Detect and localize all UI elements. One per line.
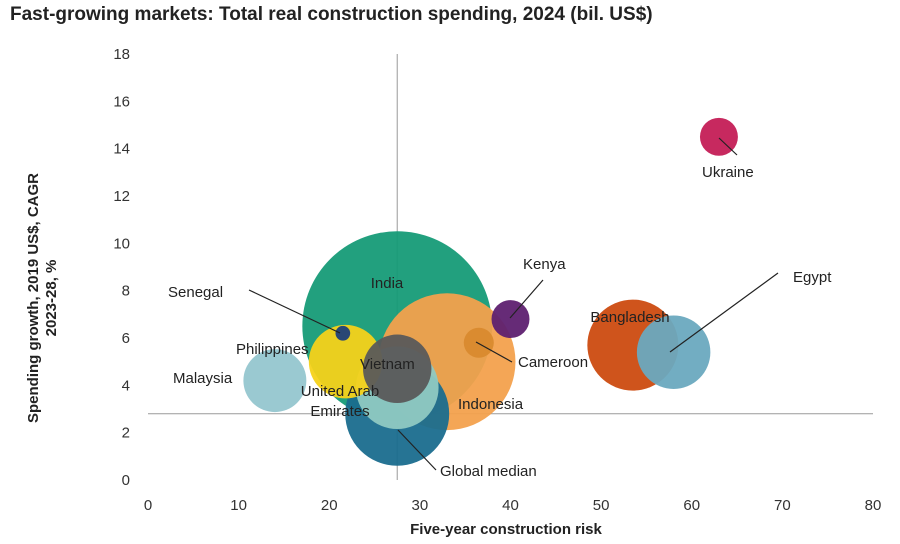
bubble-malaysia — [243, 349, 307, 413]
x-tick-label: 0 — [144, 497, 152, 514]
x-tick-label: 30 — [412, 497, 429, 514]
x-tick-label: 60 — [683, 497, 700, 514]
leader-line-kenya — [509, 279, 544, 319]
x-tick-label: 50 — [593, 497, 610, 514]
y-tick-label: 16 — [113, 93, 130, 110]
label-bangladesh: Bangladesh — [590, 309, 669, 326]
bubble-cameroon — [463, 327, 494, 358]
y-axis-title-line1: Spending growth, 2019 US$, CAGR — [25, 173, 42, 423]
y-tick-label: 6 — [122, 330, 130, 347]
label-senegal: Senegal — [168, 284, 223, 301]
x-tick-label: 80 — [865, 497, 882, 514]
label-vietnam: Vietnam — [360, 356, 415, 373]
label-cameroon: Cameroon — [518, 354, 588, 371]
chart-title: Fast-growing markets: Total real constru… — [10, 4, 653, 25]
y-tick-label: 0 — [122, 472, 130, 489]
y-tick-label: 2 — [122, 425, 130, 442]
label-egypt: Egypt — [793, 269, 832, 286]
y-tick-label: 14 — [113, 141, 130, 158]
y-axis-title-line2: 2023-28, % — [43, 260, 60, 337]
leader-line-global-median — [397, 429, 437, 471]
leader-line-ukraine — [718, 137, 738, 156]
bubble-philippines — [308, 324, 383, 399]
y-tick-label: 12 — [113, 188, 130, 205]
bubble-egypt — [636, 315, 711, 389]
label-united-arab-emirates: United Arab Emirates — [301, 383, 379, 420]
bubble-senegal — [335, 325, 351, 341]
bubble-vietnam — [363, 334, 432, 403]
leader-line-senegal — [248, 289, 341, 334]
label-philippines: Philippines — [236, 341, 309, 358]
x-tick-label: 10 — [230, 497, 247, 514]
x-tick-label: 20 — [321, 497, 338, 514]
y-tick-label: 4 — [122, 377, 130, 394]
label-global-median: Global median — [440, 463, 537, 480]
y-tick-label: 10 — [113, 235, 130, 252]
y-tick-label: 18 — [113, 46, 130, 63]
label-malaysia: Malaysia — [173, 370, 233, 387]
x-tick-label: 40 — [502, 497, 519, 514]
y-tick-label: 8 — [122, 283, 130, 300]
label-kenya: Kenya — [523, 256, 566, 273]
x-axis-title: Five-year construction risk — [410, 521, 602, 538]
x-tick-label: 70 — [774, 497, 791, 514]
bubble-kenya — [491, 300, 530, 339]
label-india: India — [371, 275, 404, 292]
label-ukraine: Ukraine — [702, 164, 754, 181]
leader-line-cameroon — [475, 341, 513, 363]
label-indonesia: Indonesia — [458, 396, 524, 413]
leader-line-egypt — [669, 272, 779, 353]
